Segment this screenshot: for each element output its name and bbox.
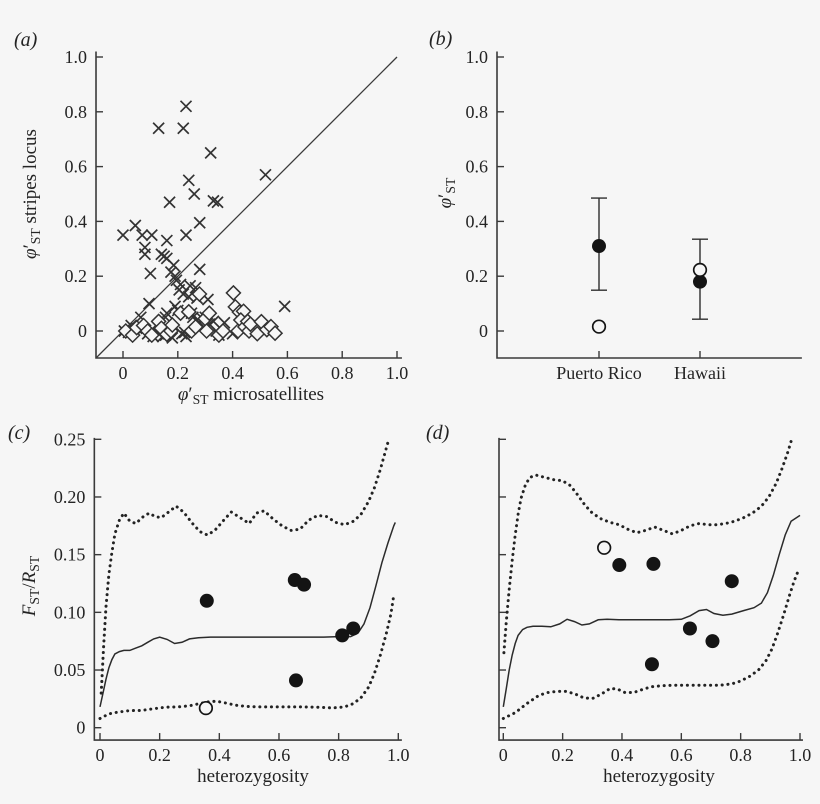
panel-c-upper-dotted-curve [99, 437, 391, 695]
panel-a-plot: 0 0.2 0.4 0.6 0.8 1.0 0 0.2 0.4 0.6 0.8 1.0 [65, 47, 409, 383]
svg-text:0.4: 0.4 [466, 211, 489, 231]
panel-c-lower-dotted-curve [98, 593, 396, 720]
svg-text:1.0: 1.0 [387, 745, 410, 765]
panel-a-y-axis-label: φ′ST stripes locus [20, 129, 43, 259]
svg-text:0.2: 0.2 [65, 266, 88, 286]
panel-b-filled-circles-with-error-bars [591, 197, 708, 320]
panel-d-label: (d) [426, 422, 450, 444]
svg-text:0: 0 [479, 321, 488, 341]
svg-text:0.2: 0.2 [551, 745, 574, 765]
svg-text:1.0: 1.0 [789, 745, 812, 765]
panel-d-x-axis-label: heterozygosity [603, 766, 715, 787]
svg-text:0.8: 0.8 [729, 745, 752, 765]
svg-text:0.8: 0.8 [466, 102, 489, 122]
svg-text:0.10: 0.10 [54, 602, 86, 622]
svg-text:0.6: 0.6 [65, 157, 88, 177]
svg-text:1.0: 1.0 [65, 47, 88, 67]
panel-c-tick-labels: 0 0.2 0.4 0.6 0.8 1.0 0 0.05 0.10 0.15 0.20 0.25 [54, 429, 410, 765]
panel-c-y-axis-label: FST/RST [19, 555, 42, 617]
panel-a-label: (a) [14, 29, 38, 51]
panel-d-filled-circles [612, 556, 739, 672]
svg-text:0: 0 [119, 363, 128, 383]
panel-a-cross-markers [116, 100, 291, 344]
panel-d-upper-dotted-curve [502, 437, 794, 655]
svg-text:0.8: 0.8 [65, 102, 88, 122]
svg-text:0: 0 [96, 745, 105, 765]
panel-a-identity-line [95, 56, 398, 359]
panel-c-filled-circles [199, 573, 361, 688]
panel-b-plot: Puerto Rico Hawaii 0 0.2 0.4 0.6 0.8 1.0 [466, 47, 802, 383]
panel-a-tick-labels: 0 0.2 0.4 0.6 0.8 1.0 0 0.2 0.4 0.6 0.8 1.0 [65, 47, 409, 383]
panel-b-axes [496, 51, 802, 359]
svg-text:0.8: 0.8 [331, 363, 354, 383]
svg-text:0.2: 0.2 [466, 266, 489, 286]
svg-text:0.20: 0.20 [54, 487, 86, 507]
panel-c-plot: 0 0.2 0.4 0.6 0.8 1.0 0 0.05 0.10 0.15 0.20 0.25 [54, 429, 410, 765]
panel-a-open-diamond-markers [117, 284, 284, 344]
panel-d-axes [498, 437, 803, 741]
panel-c-axes [93, 437, 402, 741]
panel-d-lower-dotted-curve [501, 569, 800, 720]
svg-text:0.4: 0.4 [65, 211, 88, 231]
svg-text:0: 0 [78, 321, 87, 341]
svg-text:0.6: 0.6 [670, 745, 693, 765]
panel-d-plot: 0 0.2 0.4 0.6 0.8 1.0 [498, 437, 812, 765]
svg-text:Puerto Rico: Puerto Rico [556, 363, 642, 383]
svg-text:1.0: 1.0 [386, 363, 409, 383]
svg-text:0.25: 0.25 [54, 429, 86, 449]
panel-c-open-circle [198, 700, 214, 716]
svg-text:0.8: 0.8 [327, 745, 350, 765]
svg-text:0.2: 0.2 [167, 363, 190, 383]
panel-d-tick-labels: 0 0.2 0.4 0.6 0.8 1.0 [499, 438, 812, 765]
panel-b-tick-labels: Puerto Rico Hawaii 0 0.2 0.4 0.6 0.8 1.0 [466, 47, 726, 383]
panel-c-solid-curve [99, 522, 396, 708]
panel-b-label: (b) [429, 28, 453, 50]
svg-text:0.4: 0.4 [221, 363, 244, 383]
panel-a-x-axis-label: φ′ST microsatellites [177, 384, 325, 407]
svg-text:0.6: 0.6 [276, 363, 299, 383]
svg-text:1.0: 1.0 [466, 47, 489, 67]
svg-text:0.6: 0.6 [268, 745, 291, 765]
svg-text:0.15: 0.15 [54, 545, 86, 565]
panel-c-label: (c) [8, 422, 31, 444]
svg-text:0.4: 0.4 [611, 745, 634, 765]
svg-text:0: 0 [76, 718, 85, 738]
panel-b-open-circles [591, 262, 708, 334]
panel-d-open-circle [597, 540, 612, 555]
svg-text:0.05: 0.05 [54, 660, 86, 680]
svg-text:0.6: 0.6 [466, 157, 489, 177]
panel-b-y-axis-label: φ′ST [435, 177, 458, 209]
svg-text:0: 0 [499, 745, 508, 765]
panel-d-solid-curve [502, 514, 801, 708]
svg-text:Hawaii: Hawaii [674, 363, 726, 383]
panel-c-x-axis-label: heterozygosity [197, 766, 309, 787]
svg-text:0.2: 0.2 [148, 745, 171, 765]
svg-text:0.4: 0.4 [208, 745, 231, 765]
